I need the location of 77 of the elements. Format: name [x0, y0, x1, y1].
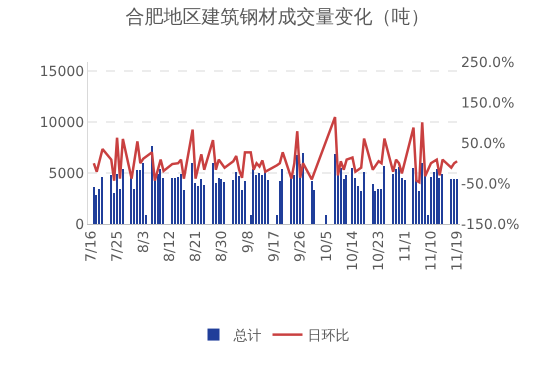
bar [433, 172, 435, 224]
bar [218, 178, 220, 224]
bar [398, 167, 400, 224]
bar [296, 155, 298, 224]
x-tick-label: 10/5 [318, 230, 335, 262]
x-tick-label: 9/26 [292, 230, 309, 262]
bar [363, 172, 365, 224]
bar [174, 178, 176, 224]
bar [340, 168, 342, 224]
y-tick-label: 15000 [40, 64, 84, 80]
bar [441, 174, 443, 224]
bar [453, 179, 455, 224]
bar [122, 169, 124, 224]
bar [101, 177, 103, 224]
bar [345, 175, 347, 224]
y2-tick-label: 150.0% [461, 95, 514, 112]
bar [116, 174, 118, 224]
bar [142, 163, 144, 224]
x-tick-label: 8/21 [188, 230, 204, 262]
bar [456, 179, 458, 224]
x-tick-label: 11/10 [423, 230, 440, 271]
y2-tick-label: 50.0% [461, 136, 506, 152]
chart-title: 合肥地区建筑钢材成交量变化（吨） [126, 6, 430, 28]
y2-tick-label: -150.0% [461, 216, 520, 233]
bar [220, 179, 222, 224]
x-tick-label: 9/17 [266, 230, 283, 262]
bar [395, 169, 397, 224]
bar [412, 168, 414, 224]
bar [235, 172, 237, 224]
bar [136, 170, 138, 224]
y-tick-label: 10000 [40, 115, 84, 132]
bar [212, 163, 214, 224]
bar [159, 169, 161, 224]
bar [200, 179, 202, 224]
bar [264, 170, 266, 224]
bar [436, 169, 438, 224]
bar [238, 176, 240, 224]
x-tick-label: 7/25 [110, 230, 126, 262]
line-series [92, 116, 458, 184]
bar [450, 179, 452, 224]
x-tick-label: 11/19 [450, 230, 466, 271]
bar [177, 177, 179, 224]
bar [383, 166, 385, 224]
bar [351, 168, 353, 224]
x-tick-label: 8/12 [162, 230, 178, 262]
y-tick-label: 5000 [48, 166, 84, 182]
bar [334, 154, 336, 224]
x-tick-label: 8/30 [214, 230, 230, 262]
bar [110, 175, 112, 224]
bar [311, 181, 313, 224]
bar [180, 174, 182, 224]
bar [421, 163, 423, 224]
y2-tick-label: -50.0% [461, 176, 511, 192]
legend-label: 总计 [232, 328, 262, 344]
bar [191, 163, 193, 224]
bar [372, 184, 374, 224]
legend-label: 日环比 [308, 328, 350, 344]
bar [404, 180, 406, 224]
y-tick-label: 0 [75, 216, 84, 233]
bar [325, 215, 327, 224]
bar [281, 169, 283, 224]
x-tick-label: 8/3 [136, 230, 152, 254]
bar [302, 153, 304, 224]
bar [171, 178, 173, 224]
bar [244, 181, 246, 224]
bar [258, 173, 260, 224]
bar [261, 175, 263, 224]
x-tick-label: 10/23 [371, 230, 388, 271]
bar [93, 187, 95, 224]
x-tick-label: 7/16 [83, 230, 100, 262]
bar [252, 169, 254, 224]
bar [377, 189, 379, 224]
x-tick-label: 10/14 [345, 230, 362, 271]
y2-tick-label: 250.0% [461, 54, 514, 71]
x-tick-label: 9/8 [240, 230, 256, 254]
x-tick-label: 11/1 [397, 230, 414, 262]
bar [223, 182, 225, 224]
